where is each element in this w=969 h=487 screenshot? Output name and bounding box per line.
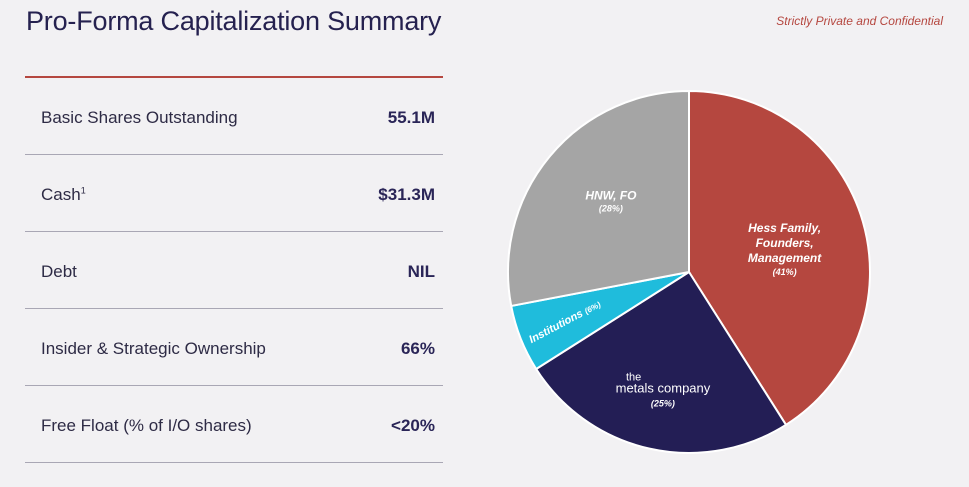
row-label: Cash1 (41, 185, 86, 205)
row-label: Debt (41, 262, 77, 281)
slice-label-line: Hess Family, (748, 221, 821, 235)
row-label-text: Cash (41, 185, 81, 204)
slice-label-line: metals company (616, 381, 711, 396)
confidential-notice: Strictly Private and Confidential (776, 14, 943, 28)
slice-label-group: HNW, FO(28%) (585, 188, 637, 213)
row-value: $31.3M (378, 185, 435, 204)
row-label: Free Float (% of I/O shares) (41, 416, 252, 435)
row-label: Basic Shares Outstanding (41, 108, 238, 127)
row-label: Insider & Strategic Ownership (41, 339, 266, 358)
row-value: NIL (407, 262, 435, 281)
table-row-free-float: Free Float (% of I/O shares) <20% (25, 386, 443, 463)
row-value: 55.1M (387, 108, 435, 127)
slice-percent-label: (41%) (773, 267, 797, 277)
pie-slice-the-metals-company (534, 270, 788, 454)
slice-label-line: Founders, (756, 236, 814, 250)
pie-slice-hnw-fo (507, 89, 690, 308)
row-value: 66% (400, 339, 435, 358)
slice-percent-label: (25%) (651, 399, 675, 409)
table-row-cash: Cash1 $31.3M (25, 155, 443, 232)
table-row-basic-shares: Basic Shares Outstanding 55.1M (25, 78, 443, 155)
slice-label-line: Management (748, 251, 822, 265)
pie-slice-hess-family-founders-management (688, 89, 871, 427)
page-title: Pro-Forma Capitalization Summary (26, 6, 442, 36)
slice-percent-label: (28%) (599, 203, 623, 213)
capitalization-table: Basic Shares Outstanding 55.1M Cash1 $31… (25, 76, 443, 463)
slice-label-group: Hess Family,Founders,Management (41%) (748, 221, 822, 277)
slice-label-line: HNW, FO (585, 188, 637, 202)
table-row-debt: Debt NIL (25, 232, 443, 309)
footnote-marker: 1 (80, 185, 86, 196)
slice-label-line: the (626, 372, 641, 384)
table-row-insider-ownership: Insider & Strategic Ownership 66% (25, 309, 443, 386)
row-value: <20% (391, 416, 435, 435)
